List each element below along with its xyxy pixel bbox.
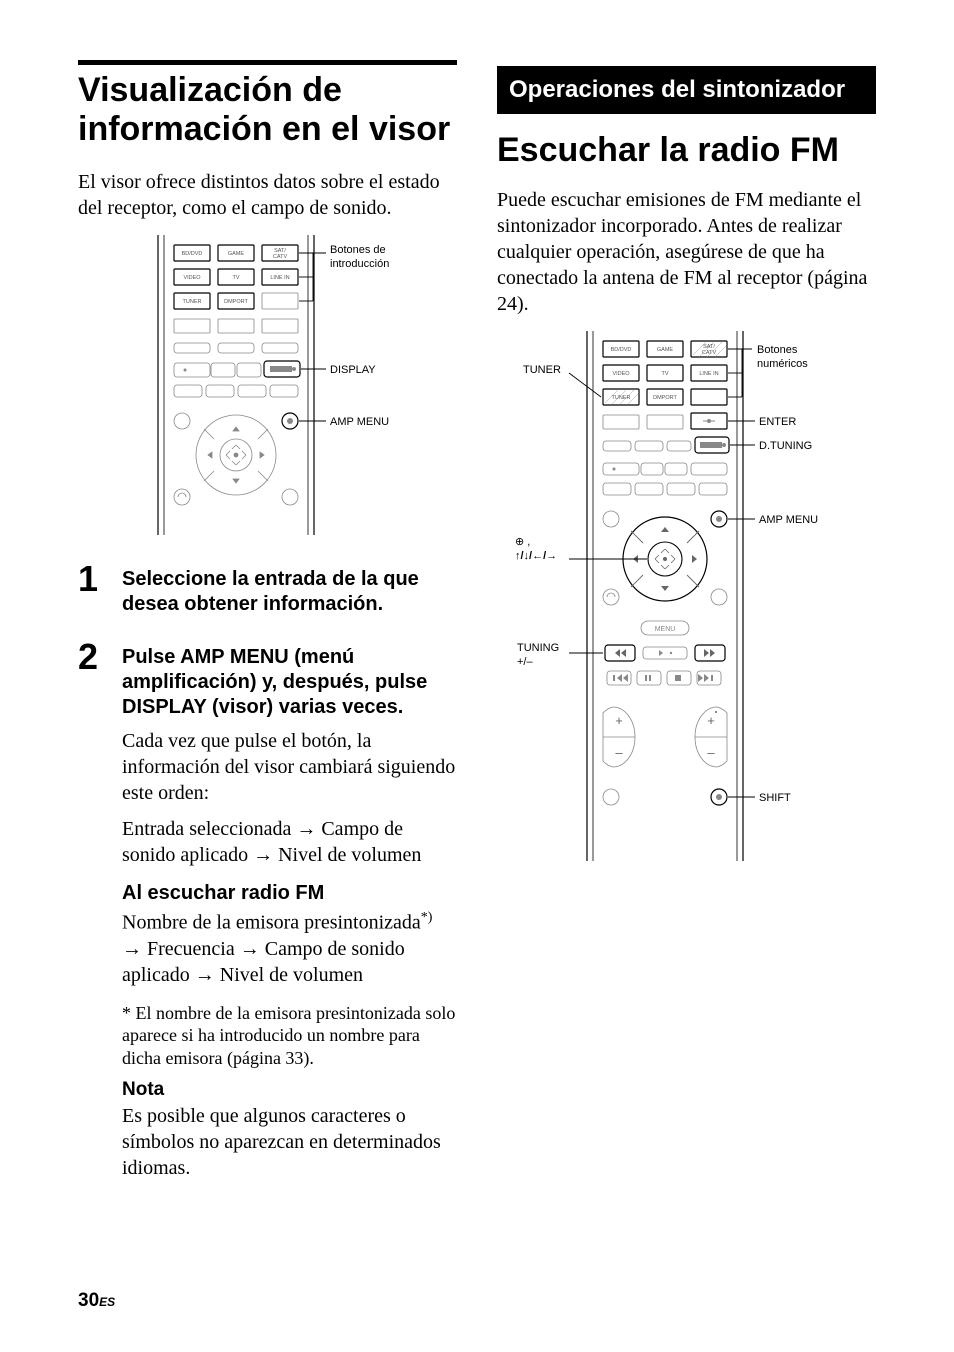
title-top-rule [78, 60, 457, 65]
manual-page: Visualización de información en el visor… [0, 0, 954, 1352]
svg-text:DMPORT: DMPORT [653, 395, 677, 401]
step-2: 2 Pulse AMP MENU (menú amplificación) y,… [78, 639, 457, 1191]
fm-flow-sup: *) [421, 910, 433, 925]
svg-text:–: – [707, 745, 715, 760]
btn-game: GAME [227, 251, 244, 257]
label-tuning-l2: +/– [517, 656, 533, 668]
left-title: Visualización de información en el visor [78, 71, 457, 149]
svg-text:MENU: MENU [655, 626, 676, 633]
label-center-l1: ⊕ , [515, 536, 530, 548]
label-dtuning: D.TUNING [759, 440, 812, 452]
right-intro: Puede escuchar emisiones de FM mediante … [497, 187, 876, 317]
step-1-head: Seleccione la entrada de la que desea ob… [122, 567, 457, 617]
fm-subhead: Al escuchar radio FM [122, 882, 457, 905]
section-banner: Operaciones del sintonizador [497, 66, 876, 114]
step-2-head: Pulse AMP MENU (menú amplificación) y, d… [122, 645, 457, 720]
two-column-layout: Visualización de información en el visor… [78, 60, 876, 1205]
label-center-l2: ↑/↓/←/→ [515, 550, 557, 562]
page-number-value: 30 [78, 1290, 99, 1311]
label-enter: ENTER [759, 416, 796, 428]
fm-flow: Nombre de la emisora presintonizada*) → … [122, 909, 457, 988]
left-column: Visualización de información en el visor… [78, 60, 457, 1205]
label-numeric-l2: numéricos [757, 358, 808, 370]
label-amp-menu-2: AMP MENU [759, 514, 818, 526]
svg-text:–: – [615, 745, 623, 760]
svg-text:TV: TV [661, 371, 668, 377]
fm-flow-rest: → Frecuencia → Campo de sonido aplicado … [122, 938, 405, 986]
svg-text:TUNER: TUNER [612, 395, 631, 401]
label-input-buttons-l1: Botones de [330, 244, 386, 256]
svg-text:+: + [615, 713, 623, 728]
footnote: * El nombre de la emisora presintonizada… [122, 1002, 457, 1070]
step-1: 1 Seleccione la entrada de la que desea … [78, 561, 457, 625]
remote-figure-2: BD/DVD GAME SAT/ CATV VIDEO TV LINE IN [497, 331, 877, 861]
svg-text:BD/DVD: BD/DVD [611, 347, 632, 353]
label-tuning-l1: TUNING [517, 642, 559, 654]
svg-text:DMPORT: DMPORT [224, 299, 248, 305]
label-shift: SHIFT [759, 792, 791, 804]
label-input-buttons-l2: introducción [330, 258, 389, 270]
page-number-lang: ES [99, 1295, 115, 1309]
svg-text:LINE IN: LINE IN [699, 371, 718, 377]
btn-satcatv-l2: CATV [272, 254, 287, 260]
label-amp-menu: AMP MENU [330, 416, 389, 428]
svg-text:+: + [707, 713, 715, 728]
step-2-flow: Entrada seleccionada → Campo de sonido a… [122, 816, 457, 868]
svg-text:VIDEO: VIDEO [183, 275, 201, 281]
step-2-number: 2 [78, 639, 106, 1191]
note-text: Es posible que algunos caracteres o símb… [122, 1103, 457, 1181]
label-display: DISPLAY [330, 364, 376, 376]
fm-flow-pre: Nombre de la emisora presintonizada [122, 912, 421, 934]
page-number: 30ES [78, 1290, 115, 1312]
svg-text:VIDEO: VIDEO [612, 371, 630, 377]
label-numeric-l1: Botones [757, 344, 798, 356]
remote-figure-1: BD/DVD GAME SAT/ CATV VIDEO TV LINE IN [108, 235, 428, 535]
btn-bddvd: BD/DVD [181, 251, 202, 257]
svg-text:TV: TV [232, 275, 239, 281]
svg-text:GAME: GAME [657, 347, 674, 353]
right-column: Operaciones del sintonizador Escuchar la… [497, 60, 876, 1205]
step-2-text: Cada vez que pulse el botón, la informac… [122, 728, 457, 806]
label-tuner: TUNER [523, 364, 561, 376]
right-title: Escuchar la radio FM [497, 132, 876, 169]
svg-text:CATV: CATV [702, 350, 717, 356]
left-intro: El visor ofrece distintos datos sobre el… [78, 169, 457, 221]
step-1-number: 1 [78, 561, 106, 625]
note-head: Nota [122, 1079, 457, 1101]
svg-text:TUNER: TUNER [182, 299, 201, 305]
svg-text:LINE IN: LINE IN [270, 275, 289, 281]
